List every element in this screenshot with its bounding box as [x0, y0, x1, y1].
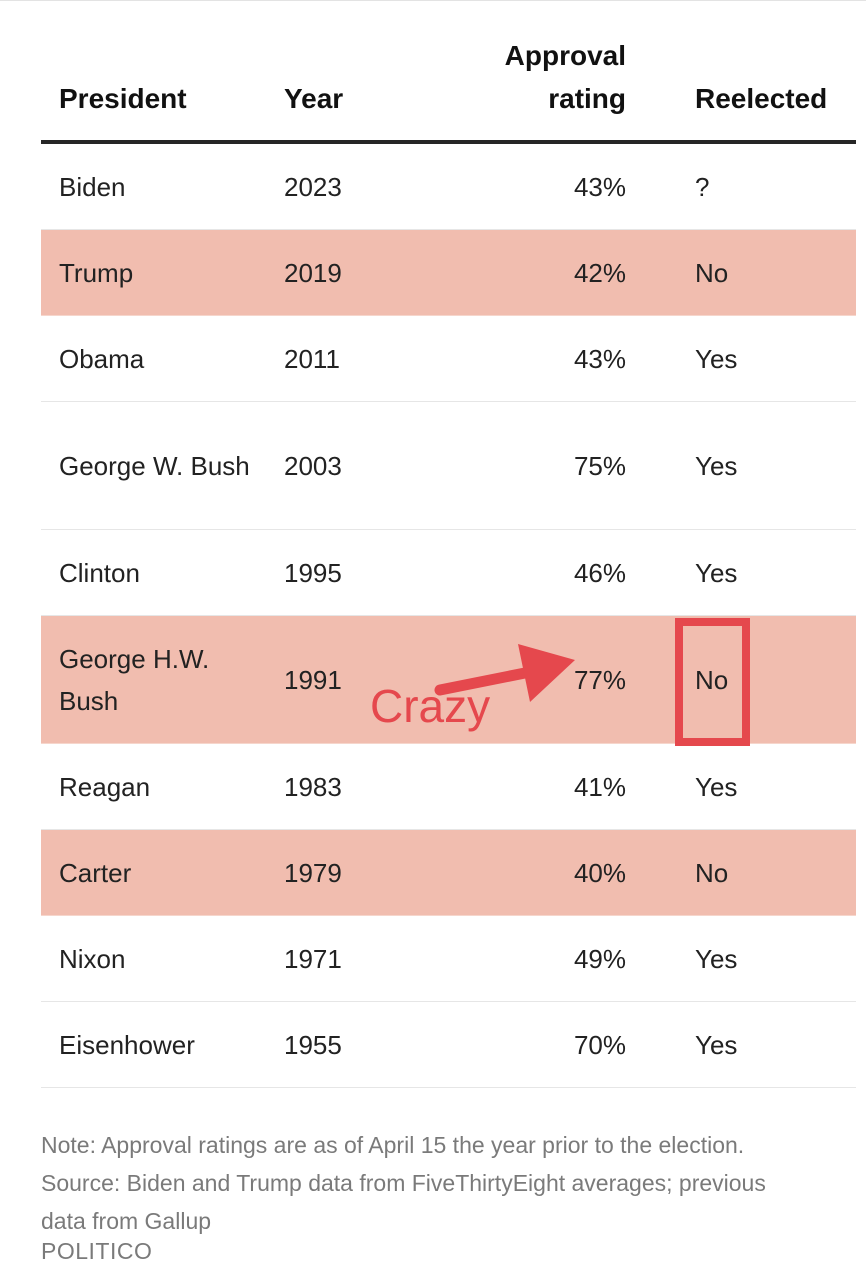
top-divider: [0, 0, 866, 1]
header-president: President: [59, 83, 187, 114]
table-row: Trump 2019 42% No: [41, 230, 856, 316]
chart-notes: Note: Approval ratings are as of April 1…: [41, 1126, 856, 1240]
table-row: Carter 1979 40% No: [41, 830, 856, 916]
cell-year: 2023: [284, 171, 342, 202]
note-line-1: Note: Approval ratings are as of April 1…: [41, 1132, 745, 1158]
cell-president: Trump: [59, 257, 134, 288]
table-row: George W. Bush 2003 75% Yes: [41, 402, 856, 530]
table-row: Eisenhower 1955 70% Yes: [41, 1002, 856, 1088]
cell-year: 1971: [284, 943, 342, 974]
cell-reelected: No: [695, 664, 729, 695]
cell-year: 1979: [284, 857, 342, 888]
cell-president: Carter: [59, 857, 132, 888]
cell-approval-rating: 41%: [573, 771, 626, 802]
header-year: Year: [284, 83, 344, 114]
cell-president: Clinton: [59, 557, 140, 588]
header-approval-line2: rating: [548, 83, 626, 114]
cell-approval-rating: 77%: [573, 664, 626, 695]
cell-year: 2003: [284, 450, 342, 481]
cell-year: 1995: [284, 557, 342, 588]
table-row: Obama 2011 43% Yes: [41, 316, 856, 402]
cell-reelected: No: [695, 257, 729, 288]
cell-reelected: No: [695, 857, 729, 888]
header-reelected: Reelected: [695, 83, 828, 114]
cell-reelected: ?: [695, 171, 710, 202]
cell-reelected: Yes: [695, 450, 738, 481]
table-row: Clinton 1995 46% Yes: [41, 530, 856, 616]
note-line-3: data from Gallup: [41, 1208, 212, 1234]
cell-year: 1991: [284, 664, 342, 695]
annotation-text: Crazy: [370, 680, 491, 732]
cell-president: Biden: [59, 171, 126, 202]
table-row: Reagan 1983 41% Yes: [41, 744, 856, 830]
source-brand: POLITICO: [41, 1238, 153, 1264]
cell-reelected: Yes: [695, 343, 738, 374]
cell-year: 2011: [284, 343, 340, 374]
cell-approval-rating: 70%: [573, 1029, 626, 1060]
header-approval-rating: Approval rating: [505, 34, 626, 120]
cell-president: Reagan: [59, 771, 151, 802]
cell-approval-rating: 46%: [573, 557, 626, 588]
cell-approval-rating: 43%: [573, 343, 626, 374]
cell-year: 2019: [284, 257, 342, 288]
table-header: President Year Approval rating Reelected: [41, 40, 856, 144]
approval-table: President Year Approval rating Reelected…: [41, 40, 856, 1088]
table-body: Biden 2023 43%? Trump 2019 42% No Obama 2011 43% Y…: [41, 144, 856, 1088]
cell-president: George W. Bush: [59, 450, 250, 481]
cell-president: Nixon: [59, 943, 126, 974]
cell-year: 1983: [284, 771, 342, 802]
cell-president: Obama: [59, 343, 145, 374]
header-approval-line1: Approval: [504, 40, 626, 71]
cell-approval-rating: 75%: [573, 450, 626, 481]
note-line-2: Source: Biden and Trump data from FiveTh…: [41, 1170, 766, 1196]
cell-reelected: Yes: [695, 771, 738, 802]
cell-year: 1955: [284, 1029, 342, 1060]
cell-approval-rating: 43%: [573, 171, 626, 202]
cell-president: George H.W. Bush: [59, 643, 210, 716]
table-row: Nixon 1971 49% Yes: [41, 916, 856, 1002]
cell-reelected: Yes: [695, 557, 738, 588]
cell-approval-rating: 49%: [573, 943, 626, 974]
table-row: Biden 2023 43%?: [41, 144, 856, 230]
cell-president: Eisenhower: [59, 1029, 195, 1060]
cell-reelected: Yes: [695, 943, 738, 974]
cell-approval-rating: 42%: [573, 257, 626, 288]
cell-reelected: Yes: [695, 1029, 738, 1060]
cell-approval-rating: 40%: [573, 857, 626, 888]
